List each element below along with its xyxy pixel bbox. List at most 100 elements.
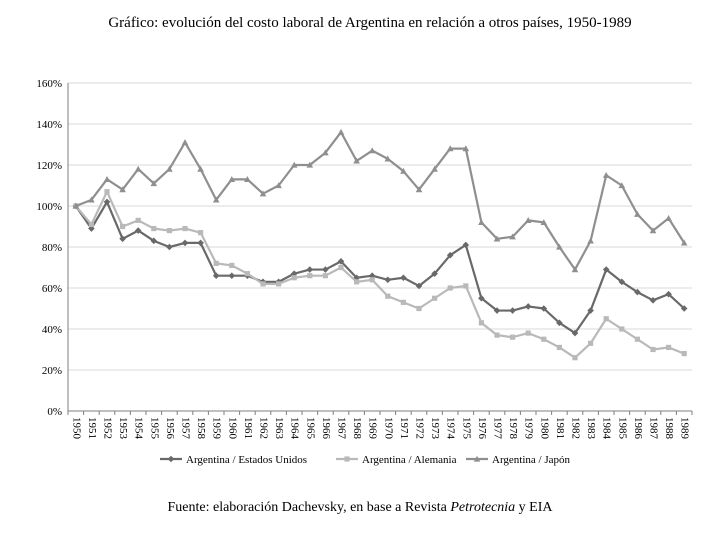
data-point-japon <box>556 243 563 250</box>
data-point-japon <box>181 139 189 146</box>
x-tick-label: 1970 <box>382 417 394 440</box>
data-point-japon <box>665 215 672 221</box>
data-point-alemania <box>369 277 375 283</box>
data-point-japon <box>259 190 267 197</box>
data-point-usa <box>509 307 516 314</box>
x-tick-label: 1955 <box>148 417 160 440</box>
data-point-alemania <box>541 336 547 342</box>
x-tick-label: 1963 <box>273 417 285 440</box>
x-tick-label: 1974 <box>445 417 457 440</box>
data-point-alemania <box>634 336 640 342</box>
data-point-usa <box>181 239 189 247</box>
data-point-usa <box>119 235 126 243</box>
data-point-japon <box>119 186 126 193</box>
legend-swatch-marker <box>473 455 481 462</box>
data-point-alemania <box>400 299 406 305</box>
data-point-japon <box>228 176 236 182</box>
data-point-usa <box>306 266 314 273</box>
legend-item-alemania: Argentina / Alemania <box>336 454 457 466</box>
data-point-japon <box>446 145 454 152</box>
data-point-alemania <box>385 293 391 299</box>
data-point-japon <box>524 217 532 223</box>
data-point-usa <box>88 225 95 232</box>
data-point-japon <box>680 239 688 246</box>
data-point-japon <box>337 128 345 135</box>
x-tick-label: 1965 <box>304 417 316 440</box>
x-tick-label: 1984 <box>601 417 613 440</box>
data-point-alemania <box>229 262 235 269</box>
x-tick-label: 1968 <box>351 417 363 440</box>
data-point-japon <box>166 165 173 172</box>
x-tick-label: 1950 <box>70 417 82 440</box>
data-point-usa <box>665 290 672 298</box>
legend-item-usa: Argentina / Estados Unidos <box>160 454 307 466</box>
x-tick-label: 1975 <box>460 417 472 440</box>
data-point-japon <box>244 176 251 182</box>
legend-item-japon: Argentina / Japón <box>466 454 571 466</box>
data-point-alemania <box>572 355 578 361</box>
x-tick-label: 1964 <box>289 417 301 440</box>
y-tick-label: 80% <box>42 242 62 254</box>
y-tick-label: 60% <box>42 283 62 295</box>
x-tick-label: 1954 <box>133 417 145 440</box>
x-tick-label: 1969 <box>367 417 379 440</box>
x-tick-label: 1959 <box>211 417 223 440</box>
x-tick-label: 1979 <box>523 417 535 440</box>
y-tick-label: 100% <box>36 201 62 213</box>
data-point-usa <box>634 288 641 296</box>
data-point-alemania <box>135 217 141 223</box>
x-tick-label: 1951 <box>86 417 98 439</box>
data-point-usa <box>524 303 532 310</box>
data-point-alemania <box>151 225 157 232</box>
data-point-japon <box>322 149 329 156</box>
data-point-usa <box>337 258 345 265</box>
legend: Argentina / Estados Unidos Argentina / Al… <box>160 454 571 466</box>
source-suffix: y EIA <box>515 500 553 515</box>
x-tick-label: 1980 <box>538 417 550 440</box>
axes <box>67 83 693 415</box>
data-point-japon <box>197 165 204 172</box>
x-tick-label: 1989 <box>679 417 691 440</box>
data-point-japon <box>540 219 548 226</box>
y-tick-label: 160% <box>36 78 62 90</box>
data-point-usa <box>540 305 548 312</box>
x-tick-label: 1972 <box>413 417 425 439</box>
data-point-usa <box>134 227 142 234</box>
data-point-usa <box>462 241 470 249</box>
series-line-japon <box>75 131 686 271</box>
x-tick-label: 1958 <box>195 417 207 440</box>
x-tick-label: 1952 <box>101 417 113 439</box>
x-tick-label: 1957 <box>179 417 191 440</box>
data-point-japon <box>103 176 111 182</box>
data-point-usa <box>556 319 563 327</box>
legend-swatch-marker <box>167 455 175 463</box>
data-point-alemania <box>447 285 453 291</box>
x-tick-label: 1971 <box>398 417 410 439</box>
data-point-usa <box>400 274 407 282</box>
y-tick-label: 20% <box>42 365 62 377</box>
data-point-usa <box>197 239 204 247</box>
data-point-usa <box>478 294 485 302</box>
data-point-alemania <box>666 344 672 351</box>
x-tick-labels: 1950 1951 1952 1953 1954 1955 1956 1957 1958 1959… <box>70 417 690 440</box>
data-point-alemania <box>650 346 656 353</box>
series-lines <box>72 128 688 361</box>
data-point-alemania <box>338 264 344 271</box>
data-point-japon <box>431 165 438 172</box>
x-tick-label: 1953 <box>117 417 129 440</box>
data-point-alemania <box>478 320 484 326</box>
data-point-japon <box>415 186 423 193</box>
series-line-alemania <box>74 190 685 359</box>
x-tick-label: 1960 <box>226 417 238 440</box>
series-alemania <box>73 189 687 361</box>
data-point-japon <box>509 233 516 240</box>
data-point-japon <box>384 155 392 162</box>
data-point-alemania <box>104 189 110 195</box>
data-point-japon <box>634 210 641 217</box>
data-point-alemania <box>182 225 188 232</box>
data-point-japon <box>134 165 142 172</box>
x-tick-label: 1981 <box>554 417 566 439</box>
x-tick-label: 1973 <box>429 417 441 440</box>
x-tick-label: 1961 <box>242 417 254 439</box>
